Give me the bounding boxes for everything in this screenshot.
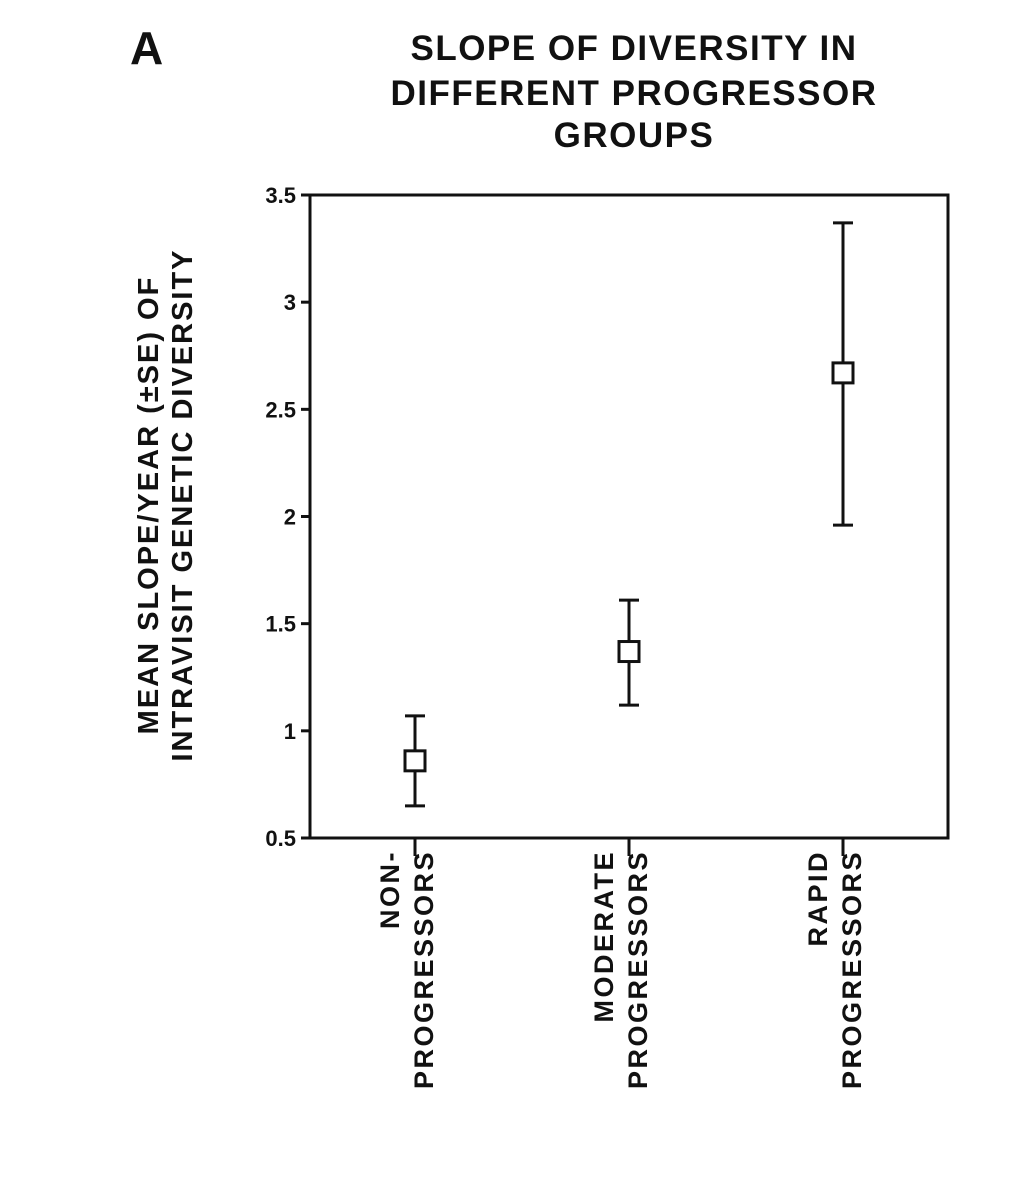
x-category-label: MODERATE <box>589 850 619 1023</box>
chart-title-line-1: SLOPE OF DIVERSITY IN <box>410 29 857 68</box>
x-category-label: PROGRESSORS <box>409 850 439 1089</box>
x-category-label: PROGRESSORS <box>837 850 867 1089</box>
y-tick-label: 3.5 <box>265 183 296 208</box>
x-category-label: RAPID <box>803 850 833 947</box>
y-tick-label: 2.5 <box>265 397 296 422</box>
chart-title-line-2: DIFFERENT PROGRESSOR <box>391 74 878 113</box>
y-tick-label: 3 <box>284 290 296 315</box>
x-category-label: NON- <box>375 850 405 929</box>
y-axis-label-line-2: INTRAVISIT GENETIC DIVERSITY <box>167 248 199 761</box>
data-point-marker <box>617 640 641 664</box>
y-tick-label: 2 <box>284 505 296 530</box>
y-axis-ticks: 0.5 1 1.5 2 2.5 3 3.5 <box>265 183 310 851</box>
data-point-marker <box>831 361 855 385</box>
chart-title-line-3: GROUPS <box>554 116 715 155</box>
y-tick-label: 1 <box>284 719 296 744</box>
plot-frame <box>308 193 950 840</box>
y-axis-label: MEAN SLOPE/YEAR (±SE) OF INTRAVISIT GENE… <box>133 248 199 761</box>
y-tick-label: 1.5 <box>265 612 296 637</box>
data-point-marker <box>403 749 427 773</box>
data-points <box>403 221 855 808</box>
x-axis-categories: NON- PROGRESSORS MODERATE PROGRESSORS RAPID P… <box>375 838 867 1089</box>
panel-letter: A <box>130 22 163 74</box>
x-category-label: PROGRESSORS <box>623 850 653 1089</box>
y-tick-label: 0.5 <box>265 826 296 851</box>
y-axis-label-line-1: MEAN SLOPE/YEAR (±SE) OF <box>133 276 165 735</box>
chart-title: SLOPE OF DIVERSITY IN DIFFERENT PROGRESS… <box>391 29 878 155</box>
